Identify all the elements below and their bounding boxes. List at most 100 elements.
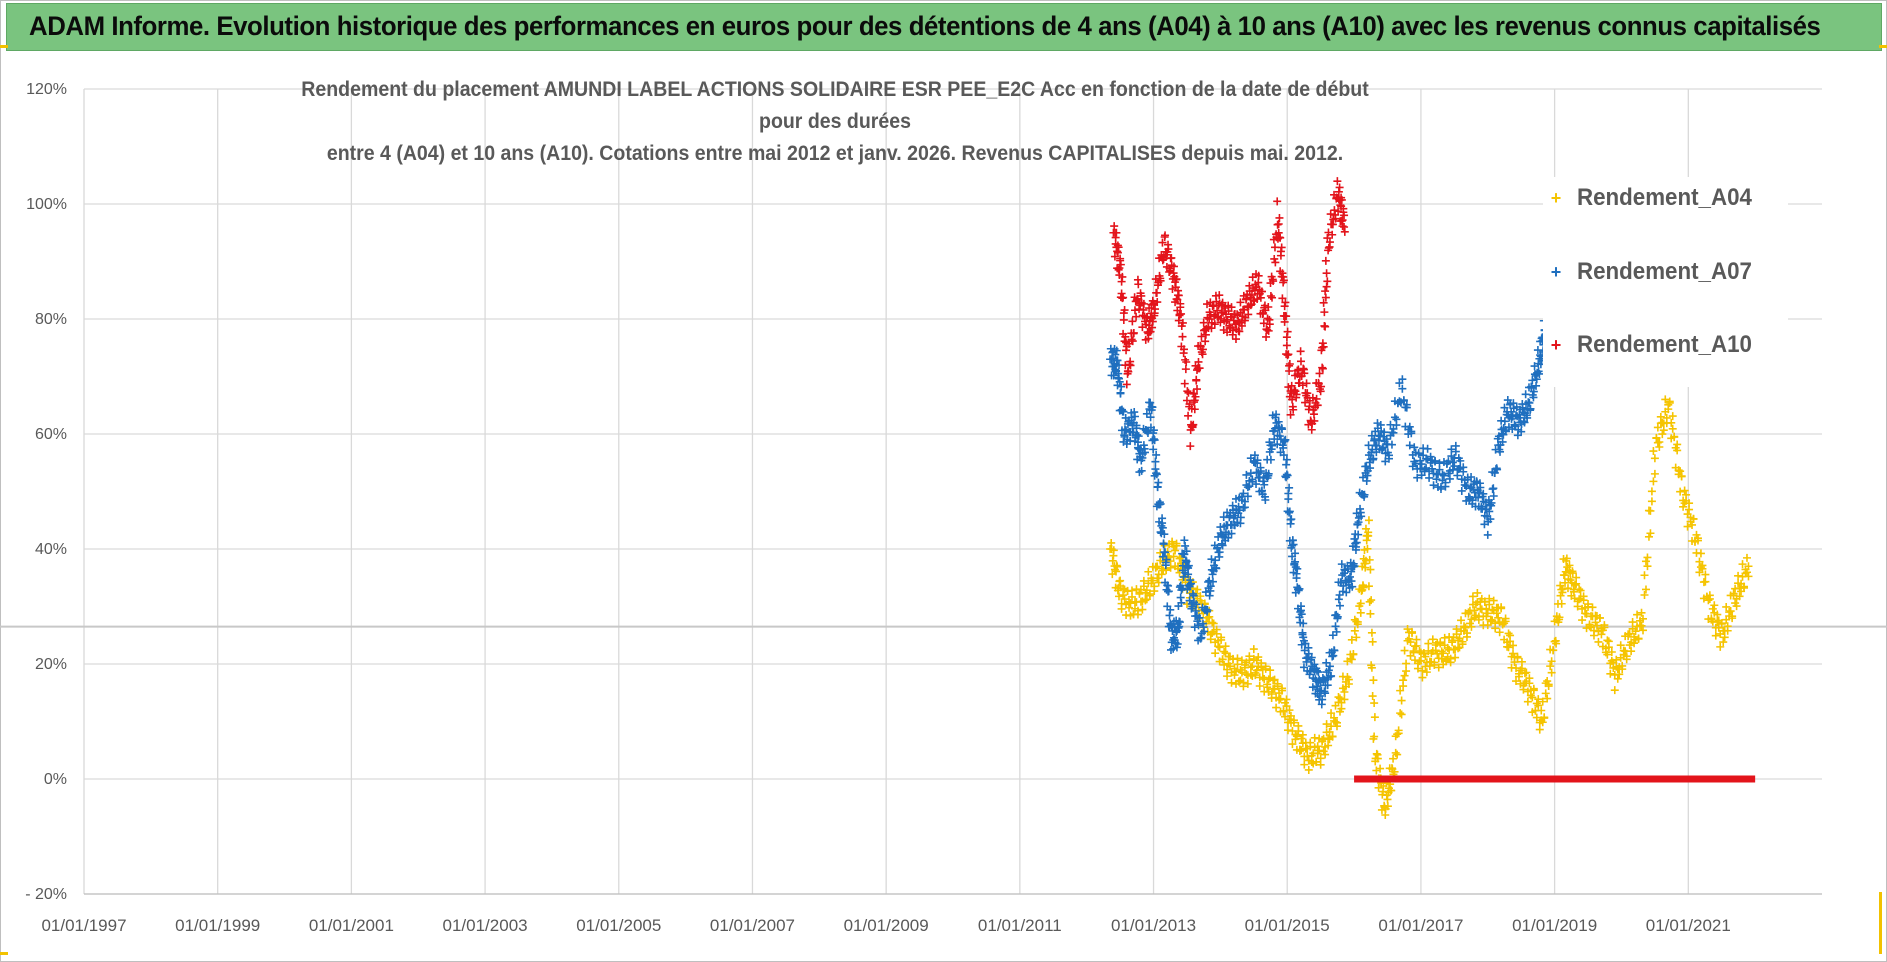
- point-rendement-a10: [1254, 271, 1263, 280]
- point-rendement-a04: [1402, 659, 1411, 668]
- point-rendement-a07: [1354, 518, 1363, 527]
- point-rendement-a04: [1356, 608, 1365, 617]
- point-rendement-a04: [1331, 717, 1340, 726]
- point-rendement-a07: [1164, 587, 1173, 596]
- x-tick-label: 01/01/2017: [1378, 916, 1463, 935]
- point-rendement-a10: [1273, 197, 1282, 206]
- point-rendement-a10: [1303, 389, 1312, 398]
- point-rendement-a04: [1119, 591, 1128, 600]
- point-rendement-a10: [1160, 232, 1169, 241]
- point-rendement-a04: [1383, 795, 1392, 804]
- point-rendement-a04: [1604, 637, 1613, 646]
- point-rendement-a07: [1279, 451, 1288, 460]
- point-rendement-a07: [1425, 473, 1434, 482]
- point-rendement-a10: [1150, 309, 1159, 318]
- point-rendement-a07: [1489, 491, 1498, 500]
- point-rendement-a04: [1485, 594, 1494, 603]
- point-rendement-a07: [1332, 627, 1341, 636]
- point-rendement-a07: [1474, 493, 1483, 502]
- point-rendement-a07: [1149, 435, 1158, 444]
- point-rendement-a07: [1312, 682, 1321, 691]
- point-rendement-a04: [1589, 631, 1598, 640]
- point-rendement-a04: [1263, 680, 1272, 689]
- point-rendement-a10: [1181, 365, 1190, 374]
- point-rendement-a07: [1256, 463, 1265, 472]
- point-rendement-a04: [1349, 650, 1358, 659]
- point-rendement-a07: [1459, 467, 1468, 476]
- point-rendement-a04: [1368, 637, 1377, 646]
- point-rendement-a04: [1315, 746, 1324, 755]
- chart-subtitle-line2: entre 4 (A04) et 10 ans (A10). Cotations…: [326, 142, 1344, 165]
- y-tick-label: 60%: [35, 426, 67, 443]
- point-rendement-a04: [1261, 662, 1270, 671]
- point-rendement-a07: [1439, 471, 1448, 480]
- point-rendement-a04: [1641, 557, 1650, 566]
- point-rendement-a10: [1268, 275, 1277, 284]
- point-rendement-a04: [1650, 454, 1659, 463]
- point-rendement-a10: [1287, 381, 1296, 390]
- point-rendement-a04: [1735, 592, 1744, 601]
- point-rendement-a04: [1607, 648, 1616, 656]
- point-rendement-a04: [1116, 576, 1125, 585]
- y-tick-label: 40%: [35, 541, 67, 558]
- point-rendement-a04: [1334, 693, 1343, 702]
- point-rendement-a04: [1461, 623, 1470, 632]
- point-rendement-a04: [1504, 643, 1513, 652]
- point-rendement-a07: [1483, 530, 1492, 539]
- point-rendement-a04: [1436, 638, 1445, 647]
- point-rendement-a04: [1408, 627, 1417, 636]
- point-rendement-a07: [1356, 508, 1365, 517]
- point-rendement-a10: [1184, 411, 1193, 420]
- point-rendement-a10: [1190, 405, 1199, 414]
- point-rendement-a07: [1528, 376, 1537, 385]
- point-rendement-a04: [1677, 472, 1686, 481]
- point-rendement-a07: [1130, 408, 1139, 417]
- point-rendement-a04: [1544, 682, 1553, 691]
- point-rendement-a04: [1112, 561, 1121, 570]
- point-rendement-a04: [1324, 741, 1333, 750]
- x-tick-label: 01/01/2011: [978, 916, 1062, 935]
- point-rendement-a04: [1680, 486, 1689, 495]
- point-rendement-a04: [1286, 711, 1295, 720]
- point-rendement-a04: [1372, 766, 1381, 775]
- point-rendement-a04: [1254, 653, 1263, 662]
- point-rendement-a07: [1326, 672, 1335, 681]
- y-tick-label: 120%: [26, 81, 67, 98]
- point-rendement-a04: [1519, 685, 1528, 694]
- point-rendement-a07: [1191, 607, 1200, 616]
- point-rendement-a07: [1457, 486, 1466, 495]
- point-rendement-a07: [1431, 456, 1440, 465]
- point-rendement-a10: [1228, 330, 1237, 339]
- point-rendement-a07: [1363, 471, 1372, 480]
- point-rendement-a07: [1527, 382, 1536, 391]
- point-rendement-a04: [1562, 554, 1571, 563]
- point-rendement-a04: [1282, 695, 1291, 704]
- point-rendement-a07: [1282, 470, 1291, 479]
- point-rendement-a07: [1153, 482, 1162, 491]
- point-rendement-a04: [1304, 765, 1313, 774]
- point-rendement-a04: [1673, 446, 1682, 455]
- point-rendement-a04: [1537, 706, 1546, 715]
- point-rendement-a04: [1546, 662, 1555, 671]
- point-rendement-a04: [1352, 633, 1361, 642]
- point-rendement-a04: [1723, 622, 1732, 631]
- point-rendement-a04: [1668, 424, 1677, 433]
- point-rendement-a07: [1273, 440, 1282, 449]
- point-rendement-a07: [1277, 423, 1286, 432]
- point-rendement-a04: [1653, 423, 1662, 432]
- point-rendement-a04: [1571, 580, 1580, 589]
- point-rendement-a07: [1161, 561, 1170, 570]
- point-rendement-a07: [1321, 689, 1330, 698]
- point-rendement-a10: [1321, 322, 1330, 331]
- point-rendement-a07: [1112, 346, 1121, 355]
- point-rendement-a04: [1251, 671, 1260, 680]
- point-rendement-a07: [1199, 623, 1208, 632]
- point-rendement-a04: [1462, 632, 1471, 641]
- point-rendement-a10: [1296, 357, 1305, 366]
- point-rendement-a07: [1304, 643, 1313, 652]
- point-rendement-a07: [1364, 441, 1373, 450]
- point-rendement-a10: [1128, 317, 1137, 326]
- point-rendement-a04: [1743, 568, 1751, 577]
- point-rendement-a04: [1716, 642, 1725, 651]
- point-rendement-a07: [1448, 458, 1457, 467]
